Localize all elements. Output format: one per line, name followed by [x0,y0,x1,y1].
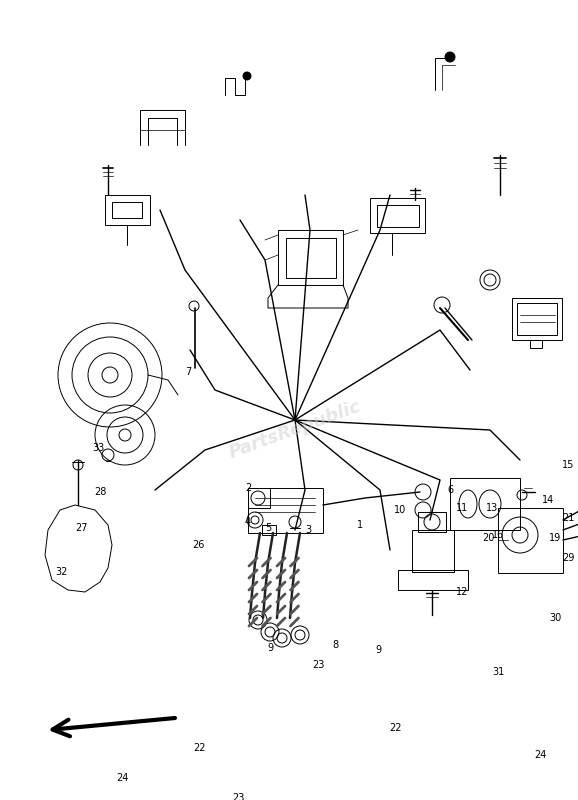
Text: 4: 4 [245,517,251,527]
Text: 28: 28 [94,487,106,497]
Text: 16: 16 [492,530,504,540]
Text: 5: 5 [265,523,271,533]
Bar [377,205,419,227]
Text: 22: 22 [389,723,401,733]
Text: 33: 33 [92,443,104,453]
Bar [262,525,276,535]
Bar [418,512,446,532]
Text: 9: 9 [375,645,381,655]
Text: 3: 3 [305,525,311,535]
Text: 8: 8 [332,640,338,650]
Bar [512,298,562,340]
Text: 15: 15 [562,460,574,470]
Circle shape [243,72,251,80]
Text: 11: 11 [456,503,468,513]
Bar [530,340,542,348]
Text: 6: 6 [447,485,453,495]
Text: 24: 24 [116,773,128,783]
Bar [248,488,270,508]
Text: 23: 23 [232,793,244,800]
Text: 23: 23 [312,660,324,670]
Bar [248,488,323,533]
Text: 22: 22 [194,743,206,753]
Text: 9: 9 [267,643,273,653]
Text: 19: 19 [549,533,561,543]
Text: PartsRepublic: PartsRepublic [227,398,364,462]
Text: 26: 26 [192,540,204,550]
Text: 14: 14 [542,495,554,505]
Text: 20: 20 [482,533,494,543]
Text: 12: 12 [456,587,468,597]
Text: 10: 10 [394,505,406,515]
Bar [412,530,454,572]
Text: 29: 29 [562,553,574,563]
Text: 7: 7 [185,367,191,377]
Text: 21: 21 [562,513,574,523]
Text: 24: 24 [534,750,546,760]
Bar [398,570,468,590]
Bar [278,230,343,285]
Bar [450,478,520,530]
Circle shape [445,52,455,62]
Bar [112,202,142,218]
Text: 32: 32 [56,567,68,577]
Text: 27: 27 [76,523,88,533]
Bar [498,508,563,573]
Text: 2: 2 [245,483,251,493]
Text: 1: 1 [357,520,363,530]
Text: 13: 13 [486,503,498,513]
Bar [370,198,425,233]
Bar [105,195,150,225]
Text: 30: 30 [549,613,561,623]
Bar [517,303,557,335]
Bar [286,238,336,278]
Text: 31: 31 [492,667,504,677]
